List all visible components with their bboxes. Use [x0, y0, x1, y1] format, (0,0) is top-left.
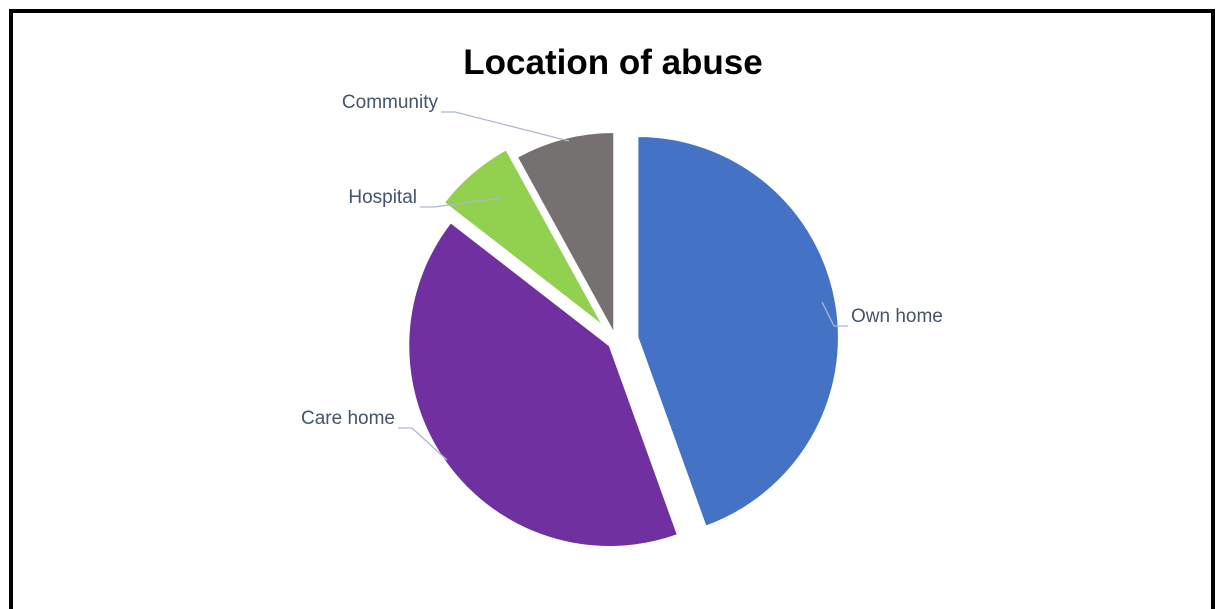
leader-line-community	[441, 111, 570, 142]
pie-slice-own-home	[636, 135, 840, 528]
slice-labels: Own home Care home Hospital Community	[301, 92, 943, 429]
leader-line-own-home	[821, 301, 848, 327]
pie-slice-community	[516, 131, 615, 334]
chart-title: Location of abuse	[463, 43, 763, 82]
slice-label-community: Community	[342, 92, 439, 113]
slice-label-care-home: Care home	[301, 408, 395, 429]
slice-label-own-home: Own home	[851, 306, 943, 327]
pie-slices	[407, 131, 840, 548]
slice-label-hospital: Hospital	[348, 187, 417, 208]
leader-line-hospital	[420, 197, 502, 208]
leader-line-care-home	[398, 427, 448, 461]
leader-lines	[398, 111, 848, 461]
pie-slice-care-home	[407, 221, 679, 548]
pie-chart: Own home Care home Hospital Community	[301, 92, 943, 548]
pie-slice-hospital	[443, 148, 604, 327]
chart-frame: Location of abuse Own home Care home Hospi…	[9, 9, 1215, 609]
